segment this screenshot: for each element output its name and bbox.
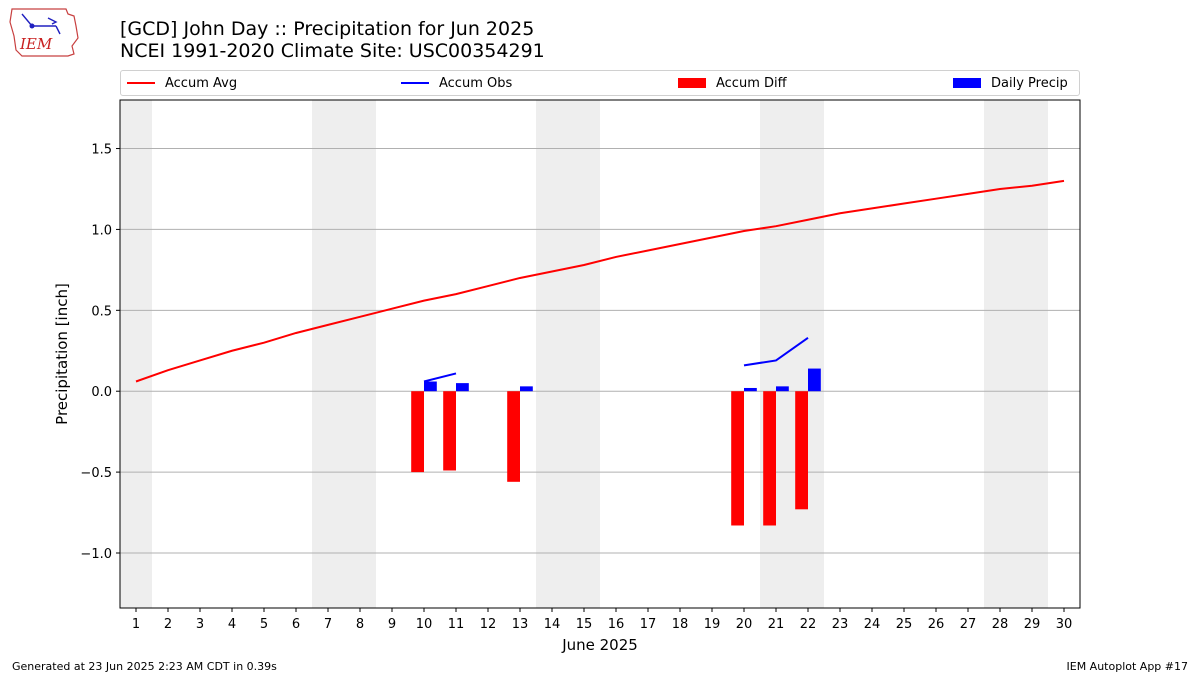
daily-precip-bar [808, 368, 821, 392]
x-tick-label: 30 [1056, 617, 1073, 632]
weekend-shade-2 [536, 100, 600, 608]
x-tick-label: 6 [292, 617, 300, 632]
legend-item-accum-diff: Accum Diff [678, 74, 787, 92]
x-tick-label: 17 [640, 617, 657, 632]
y-tick-label: 1.5 [91, 143, 112, 158]
iowa-outline-icon [9, 8, 79, 57]
accum-diff-bar [731, 391, 744, 526]
legend-swatch-accum-diff [678, 78, 706, 88]
daily-precip-bar [456, 383, 469, 392]
legend-label-accum-avg: Accum Avg [165, 75, 238, 91]
x-tick-label: 26 [928, 617, 945, 632]
accum-diff-bar [795, 391, 808, 510]
accum-avg-line [135, 179, 1065, 383]
logo-wordmark: IEM [19, 35, 53, 53]
x-tick-label: 2 [164, 617, 172, 632]
legend-swatch-accum-avg [127, 82, 155, 84]
x-tick-label: 24 [864, 617, 881, 632]
x-tick-label: 18 [672, 617, 689, 632]
x-tick-label: 14 [544, 617, 561, 632]
x-tick-label: 27 [960, 617, 977, 632]
y-axis-label: Precipitation [inch] [53, 283, 71, 425]
daily-precip-bar [520, 386, 533, 392]
daily-precip-bar [744, 387, 757, 392]
legend-label-accum-obs: Accum Obs [439, 75, 513, 91]
y-tick-label: 1.0 [91, 223, 112, 238]
weather-instrument-icon [21, 13, 61, 35]
x-tick-label: 10 [416, 617, 433, 632]
iem-logo: IEM [9, 8, 79, 57]
x-tick-label: 21 [768, 617, 785, 632]
x-tick-label: 22 [800, 617, 817, 632]
accum-diff-bar [763, 391, 776, 526]
daily-precip-bar [424, 381, 437, 392]
legend-item-accum-obs: Accum Obs [401, 74, 512, 92]
x-tick-label: 19 [704, 617, 721, 632]
y-tick-label: −1.0 [80, 547, 112, 562]
x-tick-label: 9 [388, 617, 396, 632]
x-tick-label: 11 [448, 617, 465, 632]
x-tick-label: 29 [1024, 617, 1041, 632]
plot-frame [119, 99, 1081, 609]
app-label: IEM Autoplot App #17 [1066, 660, 1189, 673]
y-tick-label: −0.5 [80, 466, 112, 481]
weekend-shade-3 [760, 100, 824, 608]
legend-label-daily-precip: Daily Precip [991, 75, 1068, 91]
y-tick-label: 0.5 [91, 304, 112, 319]
x-tick-label: 28 [992, 617, 1009, 632]
accum-obs-line-0 [423, 372, 457, 383]
x-tick-label: 13 [512, 617, 529, 632]
x-tick-label: 7 [324, 617, 332, 632]
chart-title: [GCD] John Day :: Precipitation for Jun … [120, 18, 535, 40]
legend-item-daily-precip: Daily Precip [953, 74, 1068, 92]
weekend-shade-4 [984, 100, 1048, 608]
legend: Accum Avg Accum Obs Accum Diff Daily Pre… [120, 70, 1080, 96]
x-tick-label: 3 [196, 617, 204, 632]
legend-item-accum-avg: Accum Avg [127, 74, 237, 92]
chart-subtitle: NCEI 1991-2020 Climate Site: USC00354291 [120, 40, 545, 62]
x-tick-label: 25 [896, 617, 913, 632]
x-tick-label: 1 [132, 617, 140, 632]
x-axis-label: June 2025 [561, 636, 638, 654]
legend-label-accum-diff: Accum Diff [716, 75, 787, 91]
weekend-shade-1 [312, 100, 376, 608]
accum-diff-bar [507, 391, 520, 482]
generated-timestamp: Generated at 23 Jun 2025 2:23 AM CDT in … [12, 660, 277, 673]
accum-diff-bar [443, 391, 456, 471]
weekend-shade-0 [120, 100, 152, 608]
x-tick-label: 15 [576, 617, 593, 632]
x-tick-label: 12 [480, 617, 497, 632]
daily-precip-bar [776, 386, 789, 392]
accum-diff-bar [411, 391, 424, 473]
accum-obs-line-1 [743, 337, 809, 367]
legend-swatch-accum-obs [401, 82, 429, 84]
legend-swatch-daily-precip [953, 78, 981, 88]
x-tick-label: 20 [736, 617, 753, 632]
x-tick-label: 8 [356, 617, 364, 632]
y-tick-label: 0.0 [91, 385, 112, 400]
x-tick-label: 16 [608, 617, 625, 632]
x-tick-label: 4 [228, 617, 236, 632]
x-tick-label: 5 [260, 617, 268, 632]
x-tick-label: 23 [832, 617, 849, 632]
